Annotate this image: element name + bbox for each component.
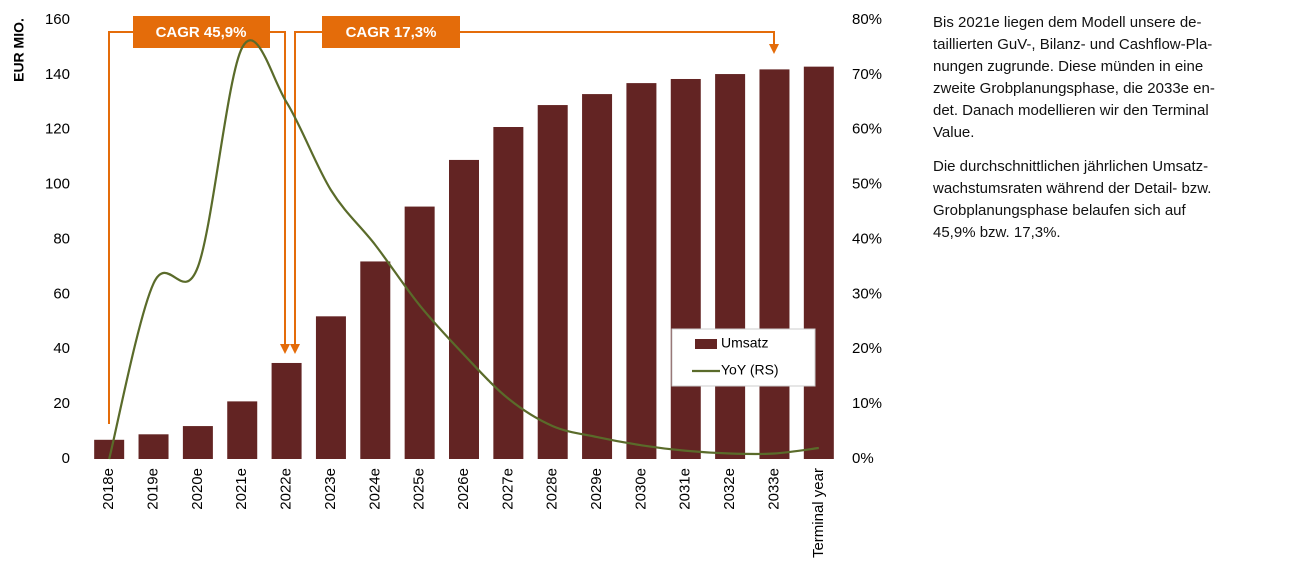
legend-swatch [695,339,717,349]
text-line: Bis 2021e liegen dem Modell unsere de- [933,14,1202,31]
line [108,39,819,460]
legend-label: YoY (RS) [721,362,779,378]
arrow-line [460,31,779,54]
x-tick-label: 2022e [278,468,295,510]
text-line: 45,9% bzw. 17,3%. [933,224,1061,241]
x-tick-label: 2032e [721,468,738,510]
x-tick-label: 2029e [588,468,605,510]
bar [626,83,657,459]
y2-tick-label: 40% [852,230,882,247]
bar [715,74,746,459]
x-tick-label: 2030e [632,468,649,510]
text-line: Value. [933,124,975,141]
x-tick-label: 2027e [499,468,516,510]
text-line: zweite Grobplanungsphase, die 2033e en- [933,80,1215,97]
paragraph: Bis 2021e liegen dem Modell unsere de-ta… [933,12,1303,144]
text-line: Die durchschnittlichen jährlichen Umsatz… [933,158,1209,175]
annotation-arrows [108,31,779,424]
y-tick-label: 160 [45,11,70,28]
bar [138,434,169,459]
y-tick-label: 100 [45,176,70,193]
text-line: Grobplanungsphase belaufen sich auf [933,202,1186,219]
y2-tick-label: 70% [852,66,882,83]
bar [404,206,435,459]
legend-label: Umsatz [721,335,768,351]
y2-tick-label: 60% [852,121,882,138]
arrow-line [270,31,290,354]
paragraph: Die durchschnittlichen jährlichen Umsatz… [933,156,1303,244]
x-tick-label: 2019e [144,468,161,510]
side-text: Bis 2021e liegen dem Modell unsere de-ta… [933,12,1303,256]
y2-tick-label: 0% [852,450,874,467]
x-tick-label: 2024e [366,468,383,510]
y-tick-label: 140 [45,66,70,83]
arrow-line [290,31,322,354]
x-tick-label: 2018e [100,468,117,510]
bar [315,316,346,459]
bar [582,94,613,460]
text-line: taillierten GuV-, Bilanz- und Cashflow-P… [933,36,1213,53]
bar [493,127,524,459]
y-tick-label: 20 [53,395,70,412]
bar [94,439,125,459]
y2-tick-label: 50% [852,176,882,193]
annotation: CAGR 45,9% [156,24,247,41]
bar [537,105,568,460]
y-tick-label: 40 [53,340,70,357]
x-tick-label: 2026e [455,468,472,510]
x-tick-label: Terminal year [810,468,827,558]
annotation-box [322,16,460,48]
bar [449,159,479,459]
annotation: CAGR 17,3% [346,24,437,41]
x-tick-label: 2025e [411,468,428,510]
arrow-line [108,31,133,424]
y2-tick-label: 80% [852,11,882,28]
x-tick-label: 2020e [189,468,206,510]
bar [271,362,302,459]
x-tick-label: 2023e [322,468,339,510]
bar [360,261,391,459]
y-tick-label: 80 [53,230,70,247]
x-tick-label: 2031e [677,468,694,510]
text-line: nungen zugrunde. Diese münden in eine [933,58,1204,75]
x-tick-label: 2033e [765,468,782,510]
text-line: det. Danach modellieren wir den Terminal [933,102,1209,119]
legend: Umsatz YoY (RS) [671,328,816,387]
y-tick-label: 120 [45,121,70,138]
chart: EUR MIO. CAGR 45,9% CAGR 17,3% 0 20 40 60 80… [11,11,882,558]
bar [182,426,213,459]
bar [803,66,834,460]
y-tick-label: 0 [62,450,70,467]
y-tick-label: 60 [53,285,70,302]
x-tick-label: 2028e [544,468,561,510]
y2-tick-label: 30% [852,285,882,302]
y2-tick-label: 20% [852,340,882,357]
x-tick-label: 2021e [233,468,250,510]
bar [759,69,790,459]
legend-box [671,328,816,387]
bar [227,401,258,459]
y2-tick-label: 10% [852,395,882,412]
bar [670,78,701,459]
text-line: wachstumsraten während der Detail- bzw. [933,180,1212,197]
y-axis-label: EUR MIO. [11,18,27,82]
